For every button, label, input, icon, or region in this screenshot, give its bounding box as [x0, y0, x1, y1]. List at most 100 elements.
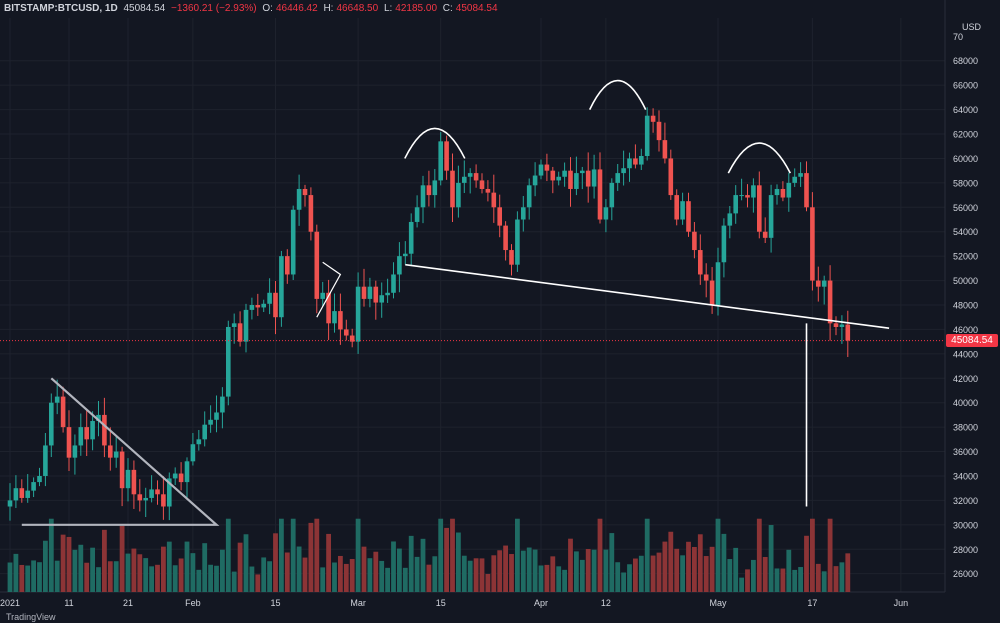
volume-bar	[202, 543, 208, 592]
volume-bar	[37, 562, 42, 592]
candle-body	[680, 201, 685, 220]
candle-body	[167, 478, 172, 507]
candle	[84, 409, 89, 456]
open-value: 46446.42	[275, 3, 318, 14]
volume-bar	[255, 574, 261, 592]
left-shoulder-arc	[404, 127, 466, 159]
candle-body	[90, 421, 95, 440]
volume-bar	[762, 557, 768, 592]
volume-bar	[686, 541, 691, 592]
volume-bar	[414, 556, 420, 592]
candle	[456, 165, 461, 218]
candle-body	[420, 185, 426, 208]
candle	[237, 311, 243, 347]
volume-bar	[751, 559, 756, 592]
volume-bar	[627, 564, 632, 592]
volume-bar	[804, 535, 809, 592]
candle-body	[686, 201, 691, 232]
candle-body	[66, 427, 72, 458]
candle-body	[7, 500, 13, 507]
candle	[656, 110, 662, 152]
volume-bar	[544, 564, 550, 592]
volume-bar	[279, 518, 284, 592]
volume-bar	[644, 518, 650, 592]
candle	[255, 293, 261, 316]
x-tick-label: May	[709, 598, 727, 608]
candle	[414, 195, 420, 228]
candle-body	[267, 292, 272, 304]
volume-bar	[597, 518, 603, 592]
candle-body	[338, 311, 343, 330]
candle-body	[639, 156, 644, 165]
candle-body	[208, 419, 213, 425]
candle	[373, 280, 379, 320]
grid-lines	[0, 18, 945, 592]
candle	[367, 277, 373, 308]
candle	[686, 192, 691, 237]
y-tick-label: 26000	[953, 569, 978, 579]
candle	[355, 272, 361, 354]
candle	[556, 171, 561, 186]
candle	[131, 460, 137, 509]
symbol-label[interactable]: BITSTAMP:BTCUSD, 1D	[4, 3, 118, 14]
volume-bar	[13, 553, 19, 592]
y-tick-label: 28000	[953, 545, 978, 555]
candle	[349, 328, 355, 348]
candle-body	[762, 231, 768, 238]
volume-bar	[361, 546, 367, 592]
candle	[668, 149, 674, 200]
candle	[90, 411, 95, 451]
low-value: 42185.00	[395, 3, 438, 14]
volume-bar	[84, 562, 90, 592]
candle-body	[432, 180, 438, 196]
candle	[721, 218, 727, 278]
volume-bar	[343, 563, 349, 592]
volume-bar	[408, 535, 414, 592]
volume-bar	[438, 518, 444, 592]
volume-bar	[373, 551, 379, 592]
volume-bar	[656, 552, 662, 592]
candle	[113, 435, 119, 468]
candle-body	[438, 141, 443, 181]
candle-body	[503, 225, 508, 251]
candle	[804, 161, 809, 212]
candle-body	[37, 475, 42, 483]
volume-bar	[432, 556, 438, 592]
candle-body	[161, 494, 166, 507]
candle-body	[833, 323, 839, 327]
candle	[786, 172, 792, 212]
candle-body	[751, 185, 756, 198]
candle-body	[621, 168, 626, 174]
last-price-tag: 45084.54	[946, 334, 998, 348]
candle-body	[344, 329, 349, 336]
candle	[515, 211, 520, 272]
y-tick-label: 42000	[953, 374, 978, 384]
candle-body	[444, 141, 449, 171]
volume-bar	[60, 534, 66, 592]
candle	[479, 173, 485, 194]
volume-bar	[78, 544, 84, 592]
candle-body	[196, 439, 202, 445]
candle-body	[810, 207, 815, 281]
candle	[544, 153, 550, 182]
candle-body	[509, 250, 514, 265]
x-tick-label: 11	[64, 598, 73, 608]
candle-body	[113, 451, 119, 458]
volume-bar	[231, 571, 237, 592]
y-tick-label-top: 70	[953, 32, 963, 42]
y-tick-label: 66000	[953, 81, 978, 91]
candle-body	[143, 497, 148, 501]
candle-body	[662, 140, 668, 159]
candle	[798, 162, 803, 187]
candle-body	[757, 185, 762, 232]
y-tick-label: 52000	[953, 252, 978, 262]
candle	[521, 195, 526, 232]
candle	[397, 242, 402, 293]
candle-body	[821, 280, 827, 287]
candle-body	[609, 182, 615, 208]
candle	[302, 184, 308, 207]
high-value: 46648.50	[336, 3, 379, 14]
volume-bar	[697, 534, 703, 592]
candle-body	[568, 170, 573, 189]
